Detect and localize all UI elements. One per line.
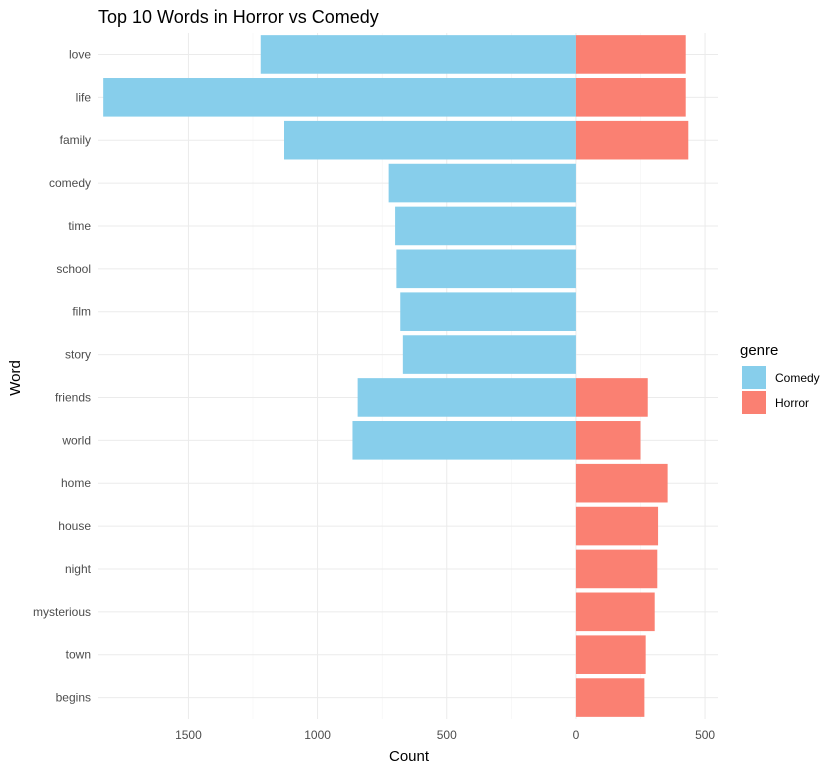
bar-horror-night xyxy=(575,549,658,589)
bar-comedy-life xyxy=(103,78,576,117)
y-tick-label: friends xyxy=(55,390,91,404)
y-tick-label: film xyxy=(72,305,91,319)
x-tick-label: 500 xyxy=(695,728,715,742)
bar-horror-mysterious xyxy=(575,592,655,632)
bar-comedy-time xyxy=(395,206,576,246)
bar-horror-world xyxy=(575,421,641,460)
bar-comedy-family xyxy=(284,120,576,160)
bar-comedy-world xyxy=(352,421,576,460)
bar-comedy-story xyxy=(402,335,576,374)
legend-swatch-horror xyxy=(742,391,766,414)
bar-comedy-comedy xyxy=(388,163,576,203)
y-tick-label: begins xyxy=(56,691,91,705)
y-tick-label: story xyxy=(65,348,91,362)
chart-title: Top 10 Words in Horror vs Comedy xyxy=(98,7,379,27)
bar-horror-house xyxy=(575,506,659,546)
x-tick-label: 1500 xyxy=(175,728,202,742)
y-axis-title: Word xyxy=(7,360,24,396)
bars xyxy=(103,35,689,717)
bar-horror-love xyxy=(575,35,686,74)
bar-comedy-school xyxy=(396,249,576,289)
bar-comedy-friends xyxy=(357,378,576,417)
bar-horror-town xyxy=(575,635,646,674)
y-tick-label: night xyxy=(65,562,92,576)
y-tick-label: time xyxy=(68,219,91,233)
x-tick-label: 0 xyxy=(573,728,580,742)
y-tick-label: family xyxy=(60,133,91,147)
y-tick-label: mysterious xyxy=(33,605,91,619)
bar-horror-home xyxy=(575,463,668,503)
x-tick-label: 1000 xyxy=(304,728,331,742)
y-tick-label: comedy xyxy=(49,176,91,190)
legend-label-comedy: Comedy xyxy=(775,371,820,385)
legend-swatch-comedy xyxy=(742,366,766,389)
y-tick-label: world xyxy=(61,433,91,447)
legend-label-horror: Horror xyxy=(775,396,809,410)
bar-horror-family xyxy=(575,120,689,160)
y-tick-label: love xyxy=(69,47,91,61)
y-tick-labels: love life family comedy time school film story f… xyxy=(33,47,92,704)
bar-comedy-love xyxy=(260,35,576,74)
bar-comedy-film xyxy=(400,292,576,331)
bar-horror-begins xyxy=(575,678,645,717)
x-tick-labels: 1500 1000 500 0 500 xyxy=(175,728,715,742)
bar-horror-life xyxy=(575,78,686,117)
y-tick-label: town xyxy=(66,648,91,662)
x-tick-label: 500 xyxy=(437,728,457,742)
y-tick-label: school xyxy=(56,262,91,276)
y-tick-label: house xyxy=(58,519,91,533)
x-axis-title: Count xyxy=(389,748,430,765)
legend-title: genre xyxy=(740,342,778,359)
y-tick-label: life xyxy=(76,90,92,104)
y-tick-label: home xyxy=(61,476,91,490)
legend: genre Comedy Horror xyxy=(740,342,820,414)
bar-horror-friends xyxy=(575,378,648,417)
